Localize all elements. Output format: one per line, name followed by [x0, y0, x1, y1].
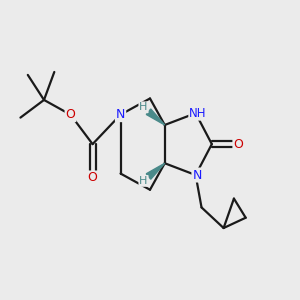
Text: NH: NH [189, 107, 207, 120]
Text: O: O [233, 138, 243, 151]
Polygon shape [146, 163, 165, 179]
Text: O: O [88, 172, 98, 184]
Text: N: N [116, 108, 125, 121]
Text: H: H [139, 176, 148, 186]
Text: O: O [66, 108, 75, 121]
Text: H: H [139, 102, 148, 112]
Polygon shape [146, 109, 165, 125]
Text: N: N [192, 169, 202, 182]
